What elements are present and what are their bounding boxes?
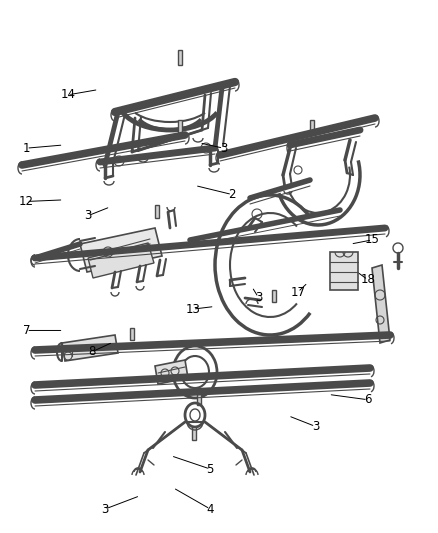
Text: 3: 3 xyxy=(312,420,319,433)
Text: 2: 2 xyxy=(228,188,236,201)
Polygon shape xyxy=(197,393,201,405)
Text: 14: 14 xyxy=(60,88,75,101)
Text: 7: 7 xyxy=(22,324,30,337)
Text: 18: 18 xyxy=(360,273,375,286)
Polygon shape xyxy=(62,335,118,361)
Polygon shape xyxy=(88,243,154,278)
Polygon shape xyxy=(372,265,390,343)
Polygon shape xyxy=(192,427,196,440)
Text: 3: 3 xyxy=(255,291,262,304)
Text: 4: 4 xyxy=(206,503,214,515)
Text: 3: 3 xyxy=(84,209,91,222)
Polygon shape xyxy=(178,120,182,133)
Text: 15: 15 xyxy=(365,233,380,246)
Text: 12: 12 xyxy=(19,195,34,208)
Polygon shape xyxy=(155,360,188,384)
Text: 5: 5 xyxy=(207,463,214,475)
Text: 1: 1 xyxy=(22,142,30,155)
Polygon shape xyxy=(155,205,159,218)
Text: 8: 8 xyxy=(88,345,95,358)
Text: 3: 3 xyxy=(102,503,109,515)
Polygon shape xyxy=(310,120,314,133)
Text: 6: 6 xyxy=(364,393,372,406)
Polygon shape xyxy=(272,290,276,302)
Polygon shape xyxy=(130,328,134,340)
Polygon shape xyxy=(178,50,182,65)
Polygon shape xyxy=(80,228,162,272)
Text: 17: 17 xyxy=(290,286,305,298)
Polygon shape xyxy=(330,252,358,290)
Text: 3: 3 xyxy=(220,142,227,155)
Text: 13: 13 xyxy=(185,303,200,316)
